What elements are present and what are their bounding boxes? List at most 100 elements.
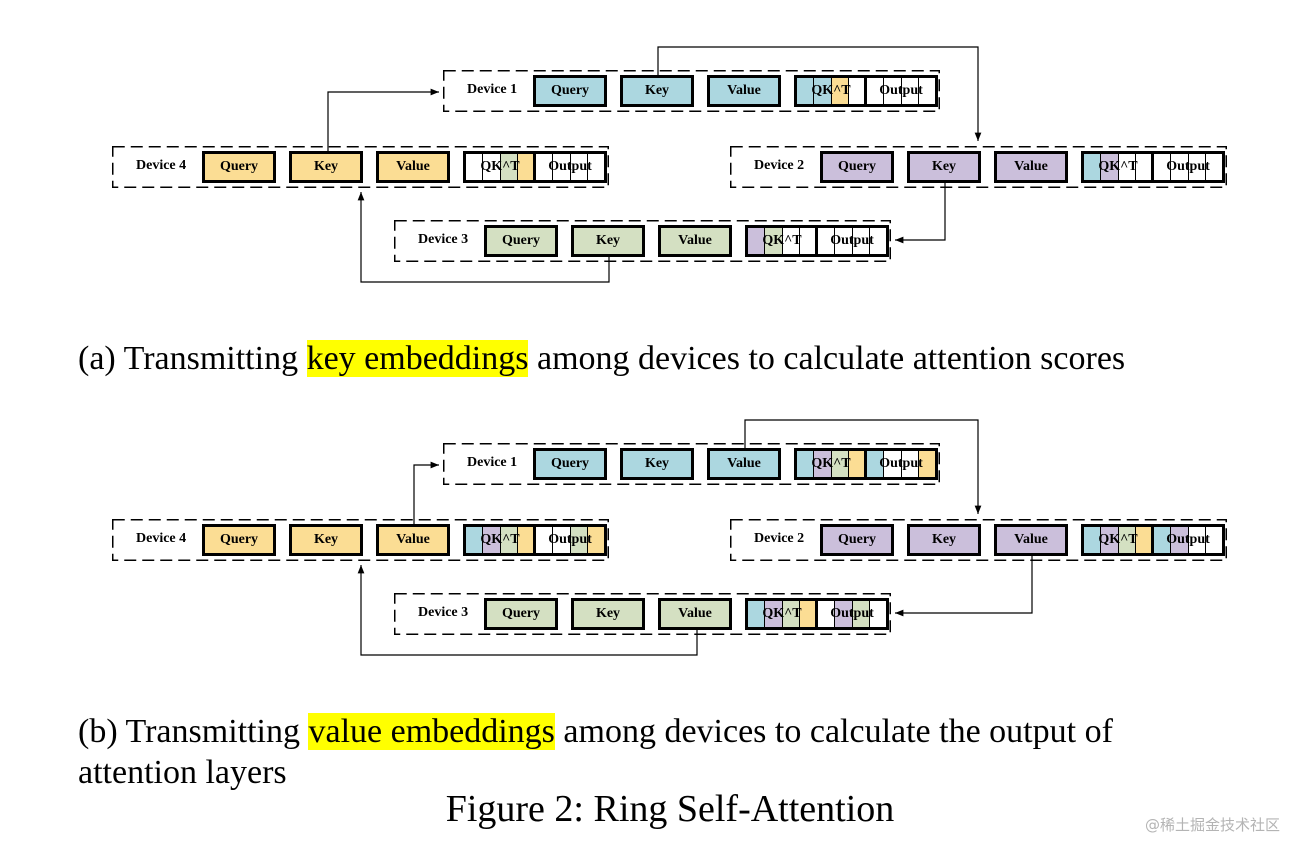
stripe	[765, 228, 783, 254]
qkt-box: QK^T	[1081, 524, 1155, 556]
ring-arrows	[357, 419, 1033, 656]
value-box: Value	[707, 448, 781, 480]
diagram-value-transmission: Device 1 Query Key Value QK^T Output Dev…	[0, 373, 1302, 673]
qkt-box: QK^T	[794, 448, 868, 480]
stripe	[517, 527, 534, 553]
query-box: Query	[484, 598, 558, 630]
stripe	[782, 601, 800, 627]
value-box: Value	[658, 225, 732, 257]
caption-a-highlight: key embeddings	[306, 340, 529, 377]
key-box: Key	[907, 524, 981, 556]
stripe	[848, 451, 865, 477]
qkt-label: QK^T	[811, 456, 851, 471]
arrow-device1-to-device2	[657, 46, 982, 141]
key-box: Key	[571, 598, 645, 630]
arrow-device3-to-device4	[357, 565, 698, 656]
device-4: Device 4 Query Key Value QK^T Output	[112, 519, 609, 561]
stripe	[587, 154, 604, 180]
stripe	[852, 601, 870, 627]
qkt-box: QK^T	[1081, 151, 1155, 183]
qkt-label: QK^T	[1098, 532, 1138, 547]
stripe	[884, 451, 902, 477]
stripe	[918, 451, 935, 477]
stripe	[587, 527, 604, 553]
device-frame	[443, 443, 940, 485]
stripe	[869, 601, 886, 627]
output-label: Output	[548, 159, 592, 174]
output-box: Output	[533, 151, 607, 183]
stripe	[814, 451, 832, 477]
stripe	[1188, 527, 1206, 553]
output-label: Output	[830, 233, 874, 248]
arrow-device1-to-device2	[744, 419, 982, 514]
query-box: Query	[533, 448, 607, 480]
qkt-label: QK^T	[1098, 159, 1138, 174]
stripe	[797, 451, 815, 477]
caption-b-suffix: among devices to calculate the output of	[554, 713, 1113, 750]
stripe	[901, 78, 919, 104]
device-2: Device 2 Query Key Value QK^T Output	[730, 146, 1227, 188]
stripe	[1154, 154, 1172, 180]
stripe	[1084, 527, 1102, 553]
query-box: Query	[484, 225, 558, 257]
stripe	[517, 154, 534, 180]
device-label: Device 4	[136, 158, 187, 173]
stripe	[869, 228, 886, 254]
output-label: Output	[1166, 532, 1210, 547]
stripe	[483, 154, 501, 180]
stripe	[1171, 154, 1189, 180]
output-label: Output	[548, 532, 592, 547]
qkt-label: QK^T	[480, 159, 520, 174]
caption-a-prefix: (a) Transmitting	[78, 340, 307, 377]
arrow-device2-to-device3	[895, 556, 1033, 617]
stripe	[831, 78, 849, 104]
stripe	[1188, 154, 1206, 180]
stripe	[1101, 527, 1119, 553]
stripe	[852, 228, 870, 254]
stripe	[1135, 154, 1152, 180]
stripe	[1205, 154, 1222, 180]
stripe	[536, 527, 554, 553]
device-3: Device 3 Query Key Value QK^T Output	[394, 593, 891, 635]
device-label: Device 4	[136, 531, 187, 546]
qkt-box: QK^T	[463, 151, 537, 183]
stripe	[1205, 527, 1222, 553]
device-frame	[730, 146, 1227, 188]
stripe	[818, 601, 836, 627]
device-label: Device 2	[754, 158, 805, 173]
output-box: Output	[1151, 524, 1225, 556]
stripe	[748, 601, 766, 627]
qkt-label: QK^T	[480, 532, 520, 547]
stripe	[831, 451, 849, 477]
stripe	[901, 451, 919, 477]
key-box: Key	[571, 225, 645, 257]
stripe	[799, 601, 816, 627]
qkt-label: QK^T	[762, 606, 802, 621]
stripe	[553, 154, 571, 180]
stripe	[553, 527, 571, 553]
stripe	[570, 527, 588, 553]
value-box: Value	[707, 75, 781, 107]
stripe	[797, 78, 815, 104]
stripe	[867, 78, 885, 104]
device-frame	[394, 593, 891, 635]
arrow-device2-to-device3	[895, 183, 946, 244]
stripe	[500, 527, 518, 553]
stripe	[818, 228, 836, 254]
output-label: Output	[879, 83, 923, 98]
stripe	[799, 228, 816, 254]
value-box: Value	[376, 524, 450, 556]
stripe	[835, 228, 853, 254]
caption-b-highlight: value embeddings	[308, 713, 555, 750]
caption-b: (b) Transmitting value embeddings among …	[78, 711, 1113, 793]
output-box: Output	[864, 448, 938, 480]
key-box: Key	[907, 151, 981, 183]
device-frame	[730, 519, 1227, 561]
output-label: Output	[879, 456, 923, 471]
qkt-box: QK^T	[745, 598, 819, 630]
device-1: Device 1 Query Key Value QK^T Output	[443, 70, 940, 112]
device-label: Device 3	[418, 232, 469, 247]
query-box: Query	[820, 524, 894, 556]
output-box: Output	[815, 598, 889, 630]
stripe	[1084, 154, 1102, 180]
